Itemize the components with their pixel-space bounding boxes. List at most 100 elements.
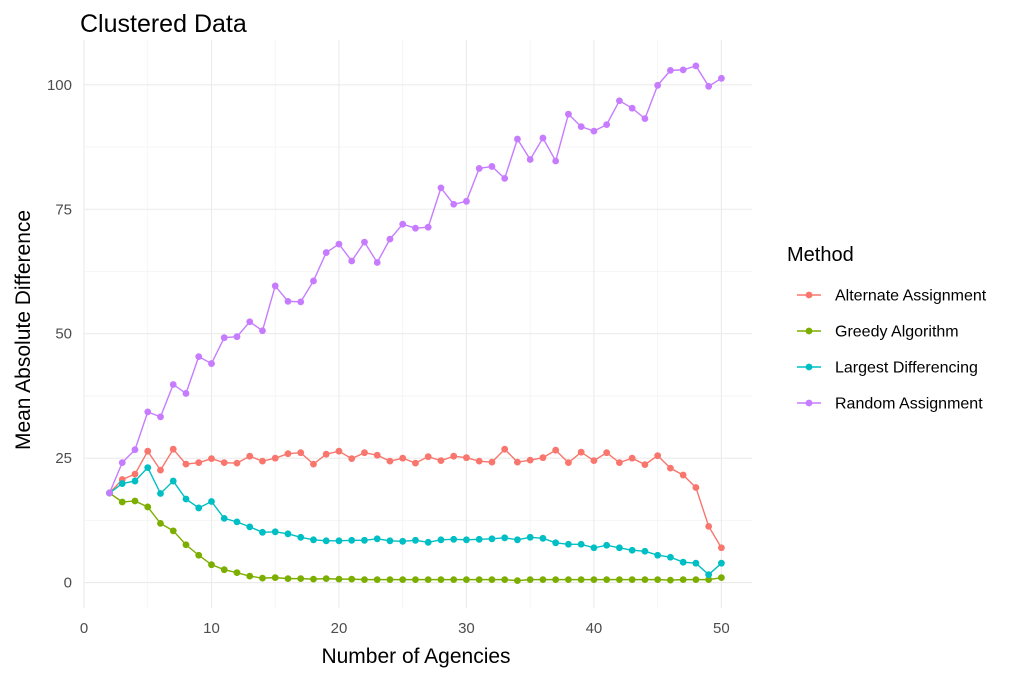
x-tick-label: 20 bbox=[331, 620, 348, 637]
series-random-assignment bbox=[106, 62, 725, 497]
data-point bbox=[399, 220, 407, 228]
data-point bbox=[628, 104, 636, 112]
data-point bbox=[488, 535, 496, 543]
data-point bbox=[603, 449, 611, 457]
data-point bbox=[259, 327, 266, 335]
data-point bbox=[437, 536, 445, 544]
data-point bbox=[131, 477, 139, 485]
data-point bbox=[641, 461, 649, 469]
data-point bbox=[692, 576, 700, 584]
x-tick-label: 30 bbox=[458, 620, 475, 637]
data-point bbox=[208, 498, 215, 505]
data-point bbox=[169, 445, 177, 453]
data-point bbox=[144, 503, 152, 511]
data-point bbox=[348, 455, 356, 463]
data-point bbox=[373, 576, 381, 584]
legend-label: Greedy Algorithm bbox=[835, 324, 959, 341]
data-point bbox=[463, 454, 470, 462]
data-point bbox=[539, 454, 547, 462]
data-point bbox=[157, 490, 164, 497]
data-point bbox=[654, 576, 662, 584]
data-point bbox=[641, 576, 649, 584]
data-point bbox=[310, 575, 317, 583]
data-point bbox=[284, 450, 292, 458]
data-point bbox=[233, 459, 241, 467]
data-point bbox=[475, 457, 483, 465]
data-point bbox=[157, 466, 164, 474]
data-point bbox=[616, 459, 623, 467]
x-tick-label: 0 bbox=[80, 620, 88, 637]
data-point bbox=[271, 282, 279, 290]
data-point bbox=[386, 537, 394, 545]
data-point bbox=[195, 551, 203, 559]
data-point bbox=[284, 530, 292, 538]
data-point bbox=[169, 477, 177, 485]
data-point bbox=[284, 575, 292, 583]
data-point bbox=[220, 566, 228, 574]
data-point bbox=[526, 576, 534, 584]
x-axis-ticks: 0 10 20 30 40 50 bbox=[80, 620, 730, 637]
data-point bbox=[233, 333, 241, 341]
data-point bbox=[705, 522, 713, 530]
data-point bbox=[373, 535, 381, 543]
data-point bbox=[628, 546, 636, 554]
series-line-random-assignment bbox=[108, 65, 722, 494]
data-point bbox=[654, 551, 662, 559]
y-tick-label: 100 bbox=[47, 77, 72, 94]
series-line-largest-differencing bbox=[109, 466, 722, 576]
data-point bbox=[412, 536, 419, 544]
legend-item-largest-differencing: Largest Differencing bbox=[797, 360, 978, 377]
data-point bbox=[552, 157, 560, 165]
data-point bbox=[526, 456, 534, 464]
data-point bbox=[603, 576, 611, 584]
legend-label: Alternate Assignment bbox=[835, 288, 987, 305]
data-point bbox=[488, 163, 496, 170]
legend-key-point bbox=[805, 363, 813, 371]
legend-key-point bbox=[805, 399, 813, 407]
data-point bbox=[463, 197, 470, 205]
major-gridlines bbox=[83, 40, 752, 608]
data-point bbox=[182, 541, 190, 549]
data-point bbox=[118, 498, 126, 506]
data-point bbox=[692, 484, 700, 491]
legend-label: Largest Differencing bbox=[835, 360, 978, 377]
data-point bbox=[628, 454, 636, 462]
data-point bbox=[450, 535, 458, 543]
data-point bbox=[424, 453, 432, 461]
data-point bbox=[118, 480, 126, 487]
data-point bbox=[233, 569, 241, 577]
data-point bbox=[310, 536, 317, 544]
data-point bbox=[284, 297, 292, 305]
x-tick-label: 40 bbox=[586, 620, 603, 637]
data-point bbox=[182, 460, 190, 468]
data-point bbox=[195, 504, 203, 512]
data-point bbox=[157, 519, 164, 527]
data-point bbox=[679, 66, 687, 74]
data-point bbox=[654, 452, 662, 460]
data-point bbox=[590, 127, 598, 135]
data-point bbox=[526, 156, 534, 163]
data-point bbox=[348, 536, 356, 544]
data-point bbox=[514, 536, 521, 544]
data-point bbox=[501, 174, 509, 182]
data-point bbox=[590, 457, 598, 465]
data-point bbox=[667, 66, 674, 74]
series-alternate-assignment bbox=[106, 445, 725, 552]
data-point bbox=[361, 536, 368, 544]
data-point bbox=[195, 353, 203, 361]
data-point bbox=[182, 495, 190, 503]
data-point bbox=[118, 459, 126, 467]
data-point bbox=[399, 537, 407, 545]
y-tick-label: 50 bbox=[55, 326, 72, 343]
legend-label: Random Assignment bbox=[835, 396, 983, 413]
data-point bbox=[679, 558, 687, 566]
data-point bbox=[157, 413, 164, 421]
data-point bbox=[565, 459, 572, 467]
data-point bbox=[322, 537, 330, 545]
data-point bbox=[603, 541, 611, 549]
data-point bbox=[144, 447, 152, 455]
x-tick-label: 10 bbox=[203, 620, 220, 637]
data-point bbox=[220, 334, 228, 342]
data-point bbox=[195, 459, 203, 467]
y-tick-label: 0 bbox=[64, 575, 72, 592]
